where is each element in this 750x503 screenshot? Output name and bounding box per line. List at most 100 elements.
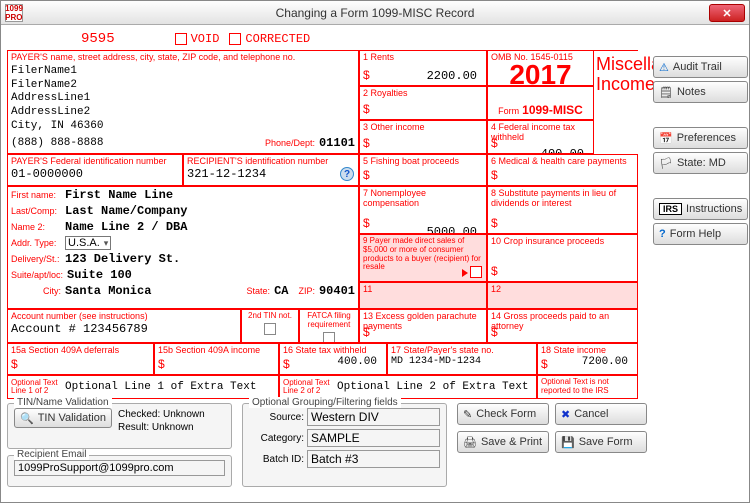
addr-type-select[interactable]: U.S.A.▾ [65, 236, 111, 250]
delivery-input[interactable]: 123 Delivery St. [65, 252, 180, 266]
fatca-checkbox[interactable] [323, 332, 335, 343]
box4-hdr: 4 Federal income tax withheld [491, 123, 590, 143]
category-input[interactable] [307, 429, 440, 447]
box5-hdr: 5 Fishing boat proceeds [363, 157, 483, 167]
city-lbl: City: [11, 286, 61, 296]
save-print-button[interactable]: 🖨Save & Print [457, 431, 549, 453]
pencil-icon: ✎ [463, 408, 472, 421]
form-help-button[interactable]: ?Form Help [653, 223, 748, 245]
save-icon: 💾 [561, 436, 575, 449]
tin-checked-val: Unknown [163, 409, 205, 420]
box8-hdr: 8 Substitute payments in lieu of dividen… [491, 189, 634, 209]
notes-button[interactable]: 🗒Notes [653, 81, 748, 103]
box7-amt[interactable]: 5000.00 [363, 225, 483, 234]
box15a-hdr: 15a Section 409A deferrals [11, 346, 150, 356]
source-input[interactable] [307, 408, 440, 426]
box13-hdr: 13 Excess golden parachute payments [363, 312, 483, 332]
name2-lbl: Name 2: [11, 222, 61, 232]
box11-hdr: 11 [363, 285, 483, 295]
box1-hdr: 1 Rents [363, 53, 483, 63]
last-comp-input[interactable]: Last Name/Company [65, 204, 187, 218]
suite-input[interactable]: Suite 100 [67, 268, 132, 282]
tin-result-val: Unknown [152, 422, 194, 433]
addrtype-lbl: Addr. Type: [11, 238, 61, 248]
category-lbl: Category: [249, 433, 304, 444]
corrected-checkbox[interactable]: CORRECTED [229, 32, 310, 46]
flag-icon: 🏳 [659, 157, 673, 170]
payer-name2: FilerName2 [11, 79, 355, 93]
instructions-button[interactable]: IRSInstructions [653, 198, 748, 220]
search-icon: 🔍 [20, 412, 34, 425]
cancel-button[interactable]: ✖Cancel [555, 403, 647, 425]
box1-amt[interactable]: 2200.00 [363, 69, 483, 83]
window-title: Changing a Form 1099-MISC Record [276, 6, 475, 20]
zip-input[interactable]: 90401 [319, 284, 355, 298]
recip-id[interactable]: 321-12-1234 [187, 167, 355, 181]
batch-input[interactable] [307, 450, 440, 468]
misc-hdr1: Miscellaneous [596, 55, 636, 75]
close-button[interactable]: ✕ [709, 4, 745, 22]
warning-icon: ⚠ [659, 61, 669, 74]
opt2-lbl: Optional Text Line 2 of 2 [283, 379, 333, 395]
box14-hdr: 14 Gross proceeds paid to an attorney [491, 312, 634, 332]
audit-trail-button[interactable]: ⚠Audit Trail [653, 56, 748, 78]
box4-amt[interactable]: 400.00 [491, 147, 590, 154]
box9-arrow-icon [462, 269, 468, 277]
state-lbl: State: [247, 286, 271, 296]
app-icon: 1099 PRO [5, 4, 23, 22]
zip-lbl: ZIP: [298, 286, 315, 296]
filter-panel-title: Optional Grouping/Filtering fields [249, 397, 401, 408]
void-checkbox[interactable]: VOID [175, 32, 220, 46]
payer-dept: 01101 [319, 136, 355, 150]
tax-year: 2017 [491, 61, 590, 86]
box12-hdr: 12 [491, 285, 634, 295]
check-form-button[interactable]: ✎Check Form [457, 403, 549, 425]
x-icon: ✖ [561, 408, 570, 421]
state-button[interactable]: 🏳State: MD [653, 152, 748, 174]
first-lbl: First name: [11, 190, 61, 200]
payer-id[interactable]: 01-0000000 [11, 167, 179, 181]
preferences-button[interactable]: 📅Preferences [653, 127, 748, 149]
payer-header: PAYER'S name, street address, city, stat… [11, 53, 355, 63]
form-name: 1099-MISC [522, 103, 583, 117]
opt1-input[interactable]: Optional Line 1 of Extra Text [65, 381, 256, 393]
box17-val[interactable]: MD 1234-MD-1234 [391, 356, 533, 367]
acct-lbl: Account number (see instructions) [11, 312, 237, 322]
question-icon: ? [659, 228, 666, 240]
tin-checked-lbl: Checked: [118, 409, 160, 420]
box6-hdr: 6 Medical & health care payments [491, 157, 634, 167]
recipient-email-input[interactable] [14, 460, 225, 476]
save-form-button[interactable]: 💾Save Form [555, 431, 647, 453]
tin2-checkbox[interactable] [264, 323, 276, 335]
box10-hdr: 10 Crop insurance proceeds [491, 237, 634, 247]
tin-validation-button[interactable]: 🔍TIN Validation [14, 408, 112, 428]
recip-id-help-icon[interactable]: ? [340, 167, 354, 181]
notes-icon: 🗒 [659, 86, 673, 99]
box18-hdr: 18 State income [541, 346, 634, 356]
acct-input[interactable]: Account # 123456789 [11, 322, 237, 336]
box16-amt[interactable]: 400.00 [283, 356, 383, 368]
box9-checkbox[interactable] [470, 266, 482, 278]
opt2-input[interactable]: Optional Line 2 of Extra Text [337, 381, 528, 393]
tin-panel-title: TIN/Name Validation [14, 397, 112, 408]
delivery-lbl: Delivery/St.: [11, 254, 61, 264]
city-input[interactable]: Santa Monica [65, 284, 151, 298]
name2-input[interactable]: Name Line 2 / DBA [65, 220, 187, 234]
source-lbl: Source: [249, 412, 304, 423]
phone-dept-label: Phone/Dept: [265, 138, 315, 148]
titlebar: 1099 PRO Changing a Form 1099-MISC Recor… [1, 1, 749, 25]
opt-note: Optional Text is not reported to the IRS [541, 378, 634, 396]
box17-hdr: 17 State/Payer's state no. [391, 346, 533, 356]
payer-name1: FilerName1 [11, 65, 355, 79]
batch-lbl: Batch ID: [249, 454, 304, 465]
box18-amt[interactable]: 7200.00 [541, 356, 634, 368]
box16-hdr: 16 State tax withheld [283, 346, 383, 356]
first-name-input[interactable]: First Name Line [65, 188, 173, 202]
state-input[interactable]: CA [274, 284, 288, 298]
email-panel-title: Recipient Email [14, 449, 89, 460]
form-label: Form [498, 107, 519, 117]
opt1-lbl: Optional Text Line 1 of 2 [11, 379, 61, 395]
box15b-hdr: 15b Section 409A income [158, 346, 275, 356]
payer-city: City, IN 46360 [11, 120, 355, 134]
calendar-icon: 📅 [659, 132, 673, 145]
